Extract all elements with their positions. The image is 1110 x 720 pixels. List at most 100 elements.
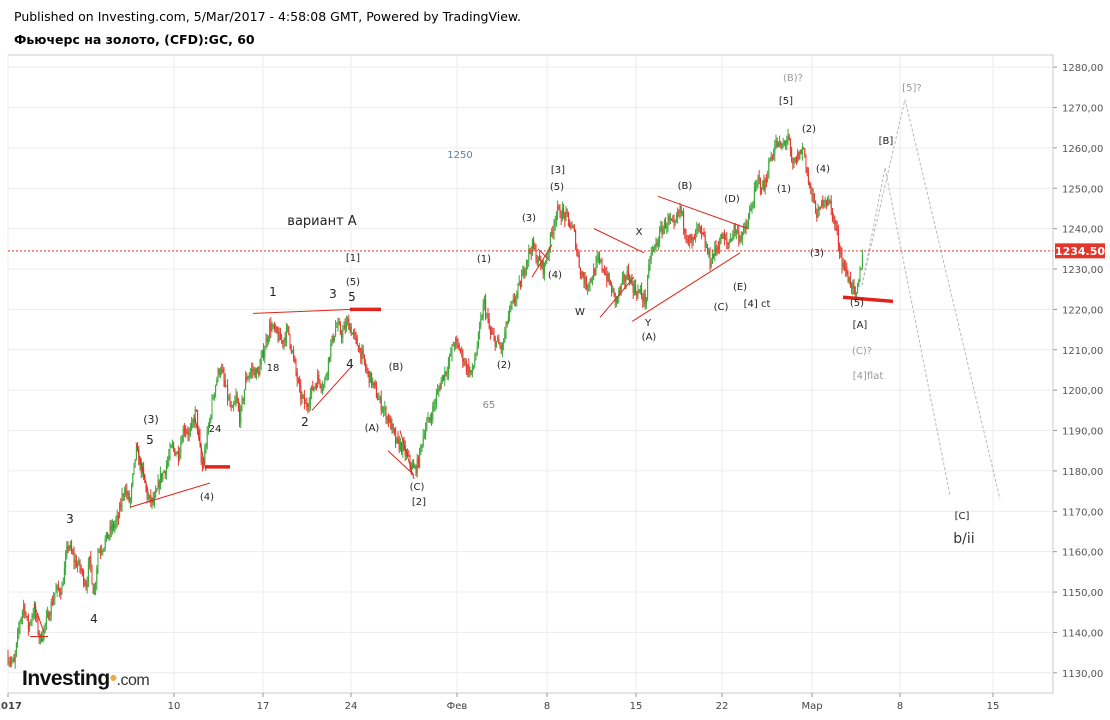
candle-body <box>546 258 548 263</box>
candle-body <box>770 156 772 162</box>
drawings <box>30 99 1001 637</box>
candle-body <box>497 339 499 342</box>
candle-body <box>453 345 455 347</box>
candle-body <box>96 568 98 584</box>
candle-body <box>332 336 334 342</box>
candle-body <box>536 261 538 263</box>
candle-body <box>839 245 841 253</box>
candle-body <box>830 201 832 209</box>
candle-body <box>504 332 506 342</box>
candle-body <box>631 277 633 284</box>
candle-body <box>809 182 811 186</box>
candle-body <box>361 350 363 359</box>
last-price-value: 1234.50 <box>1055 245 1105 258</box>
candle-body <box>804 148 806 155</box>
trend-line <box>631 252 741 322</box>
candle-body <box>623 275 625 279</box>
candle-body <box>537 256 539 262</box>
candle-body <box>613 288 615 293</box>
wave-label: (C) <box>410 482 425 493</box>
candle-body <box>444 371 446 380</box>
trend-line <box>599 276 635 318</box>
candle-body <box>681 212 683 214</box>
trend-line <box>593 228 645 254</box>
candle-body <box>18 628 20 633</box>
candle-body <box>635 285 637 293</box>
candle-body <box>407 452 409 456</box>
candle-body <box>743 226 745 234</box>
candle-body <box>653 247 655 251</box>
candle-body <box>95 583 97 591</box>
x-tick-label: 24 <box>345 701 358 712</box>
candle-body <box>552 232 554 234</box>
candle-body <box>348 318 350 330</box>
candle-body <box>763 181 765 190</box>
candle-body <box>8 662 10 664</box>
candle-body <box>23 605 25 612</box>
candle-body <box>68 546 70 549</box>
candle-body <box>117 515 119 519</box>
candle-body <box>186 431 188 433</box>
candle-body <box>687 240 689 242</box>
candle-body <box>439 388 441 390</box>
candle-body <box>516 292 518 300</box>
candle-body <box>231 406 233 408</box>
candle-body <box>789 139 791 151</box>
candle-body <box>541 260 543 267</box>
candle-body <box>624 275 626 283</box>
candle-body <box>710 263 712 267</box>
candle-body <box>294 356 296 362</box>
candle-body <box>392 423 394 429</box>
candle-body <box>596 258 598 262</box>
candle-body <box>345 321 347 330</box>
candle-body <box>377 397 379 400</box>
candle-body <box>427 417 429 423</box>
candle-body <box>735 231 737 234</box>
candle-body <box>229 398 231 406</box>
candle-body <box>455 339 457 346</box>
candle-body <box>75 559 77 567</box>
candle-body <box>378 399 380 401</box>
candle-body <box>793 161 795 163</box>
x-tick-label: 8 <box>544 701 550 712</box>
candle-body <box>551 232 553 234</box>
candle-body <box>714 245 716 256</box>
candle-body <box>849 277 851 286</box>
candle-body <box>705 246 707 248</box>
candle-body <box>97 552 99 569</box>
candle-body <box>317 374 319 388</box>
y-axis: 1280,00 1270,00 1260,00 1250,00 1240,00 1230,… <box>1053 63 1103 680</box>
candle-body <box>441 375 443 381</box>
candle-body <box>171 444 173 446</box>
candle-body <box>295 361 297 373</box>
candle-body <box>837 230 839 246</box>
candle-body <box>201 462 203 468</box>
candle-body <box>165 465 167 475</box>
candle-body <box>475 353 477 360</box>
candle-body <box>654 245 656 248</box>
candle-body <box>618 289 620 298</box>
candle-body <box>648 264 650 278</box>
candle-body <box>720 234 722 244</box>
candle-body <box>573 227 575 232</box>
candle-body <box>211 398 213 417</box>
candle-body <box>415 466 417 474</box>
y-tick-label: 1200,00 <box>1062 386 1103 397</box>
candle-body <box>639 289 641 292</box>
candle-body <box>645 298 647 304</box>
candle-body <box>48 612 50 620</box>
candle-body <box>745 225 747 229</box>
trend-line <box>531 244 553 278</box>
last-price-tag: 1234.50 <box>1055 243 1105 259</box>
candle-body <box>702 232 704 235</box>
candle-body <box>746 224 748 229</box>
candle-body <box>161 473 163 480</box>
wave-label: (4) <box>816 164 830 175</box>
candle-body <box>93 590 95 594</box>
wave-label: [5] <box>779 96 793 107</box>
candle-body <box>572 226 574 228</box>
wave-label: Y <box>644 318 652 329</box>
candle-body <box>222 369 224 373</box>
candle-body <box>480 318 482 326</box>
